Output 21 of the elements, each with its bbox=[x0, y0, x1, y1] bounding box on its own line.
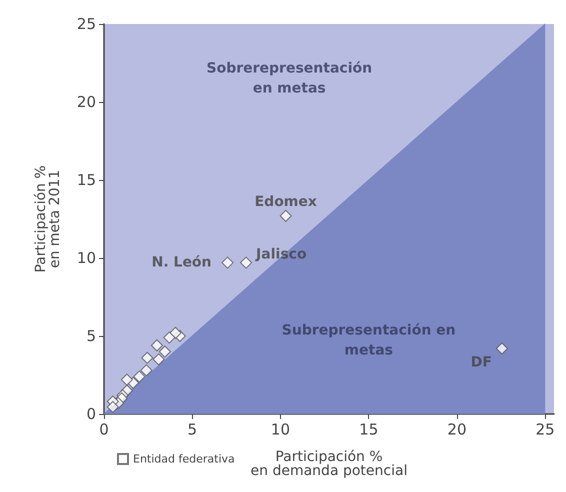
y-tick-label: 10 bbox=[76, 249, 96, 267]
y-tick-label: 15 bbox=[76, 171, 96, 189]
annotation: Jalisco bbox=[255, 246, 307, 263]
annotation: Subrepresentación en metas bbox=[282, 322, 456, 359]
annotation: Edomex bbox=[254, 194, 317, 210]
y-axis-title: Participación % en meta 2011 bbox=[33, 165, 63, 273]
legend-label: Entidad federativa bbox=[133, 452, 235, 466]
annotation: Sobrerepresentación en metas bbox=[206, 60, 372, 97]
y-tick-label: 5 bbox=[86, 327, 96, 345]
annotation: N. León bbox=[152, 254, 212, 271]
x-axis-title: Participación % en demanda potencial bbox=[250, 449, 408, 479]
y-tick-label: 0 bbox=[86, 405, 96, 423]
annotation: DF bbox=[470, 354, 492, 370]
x-tick-label: 5 bbox=[187, 420, 198, 438]
y-tick-label: 25 bbox=[76, 15, 96, 33]
x-tick-label: 0 bbox=[99, 420, 109, 438]
x-tick-label: 20 bbox=[447, 420, 466, 438]
x-tick-label: 10 bbox=[270, 420, 290, 438]
x-tick-label: 25 bbox=[536, 420, 555, 438]
x-tick-label: 15 bbox=[359, 420, 378, 438]
y-tick-label: 20 bbox=[76, 93, 96, 111]
